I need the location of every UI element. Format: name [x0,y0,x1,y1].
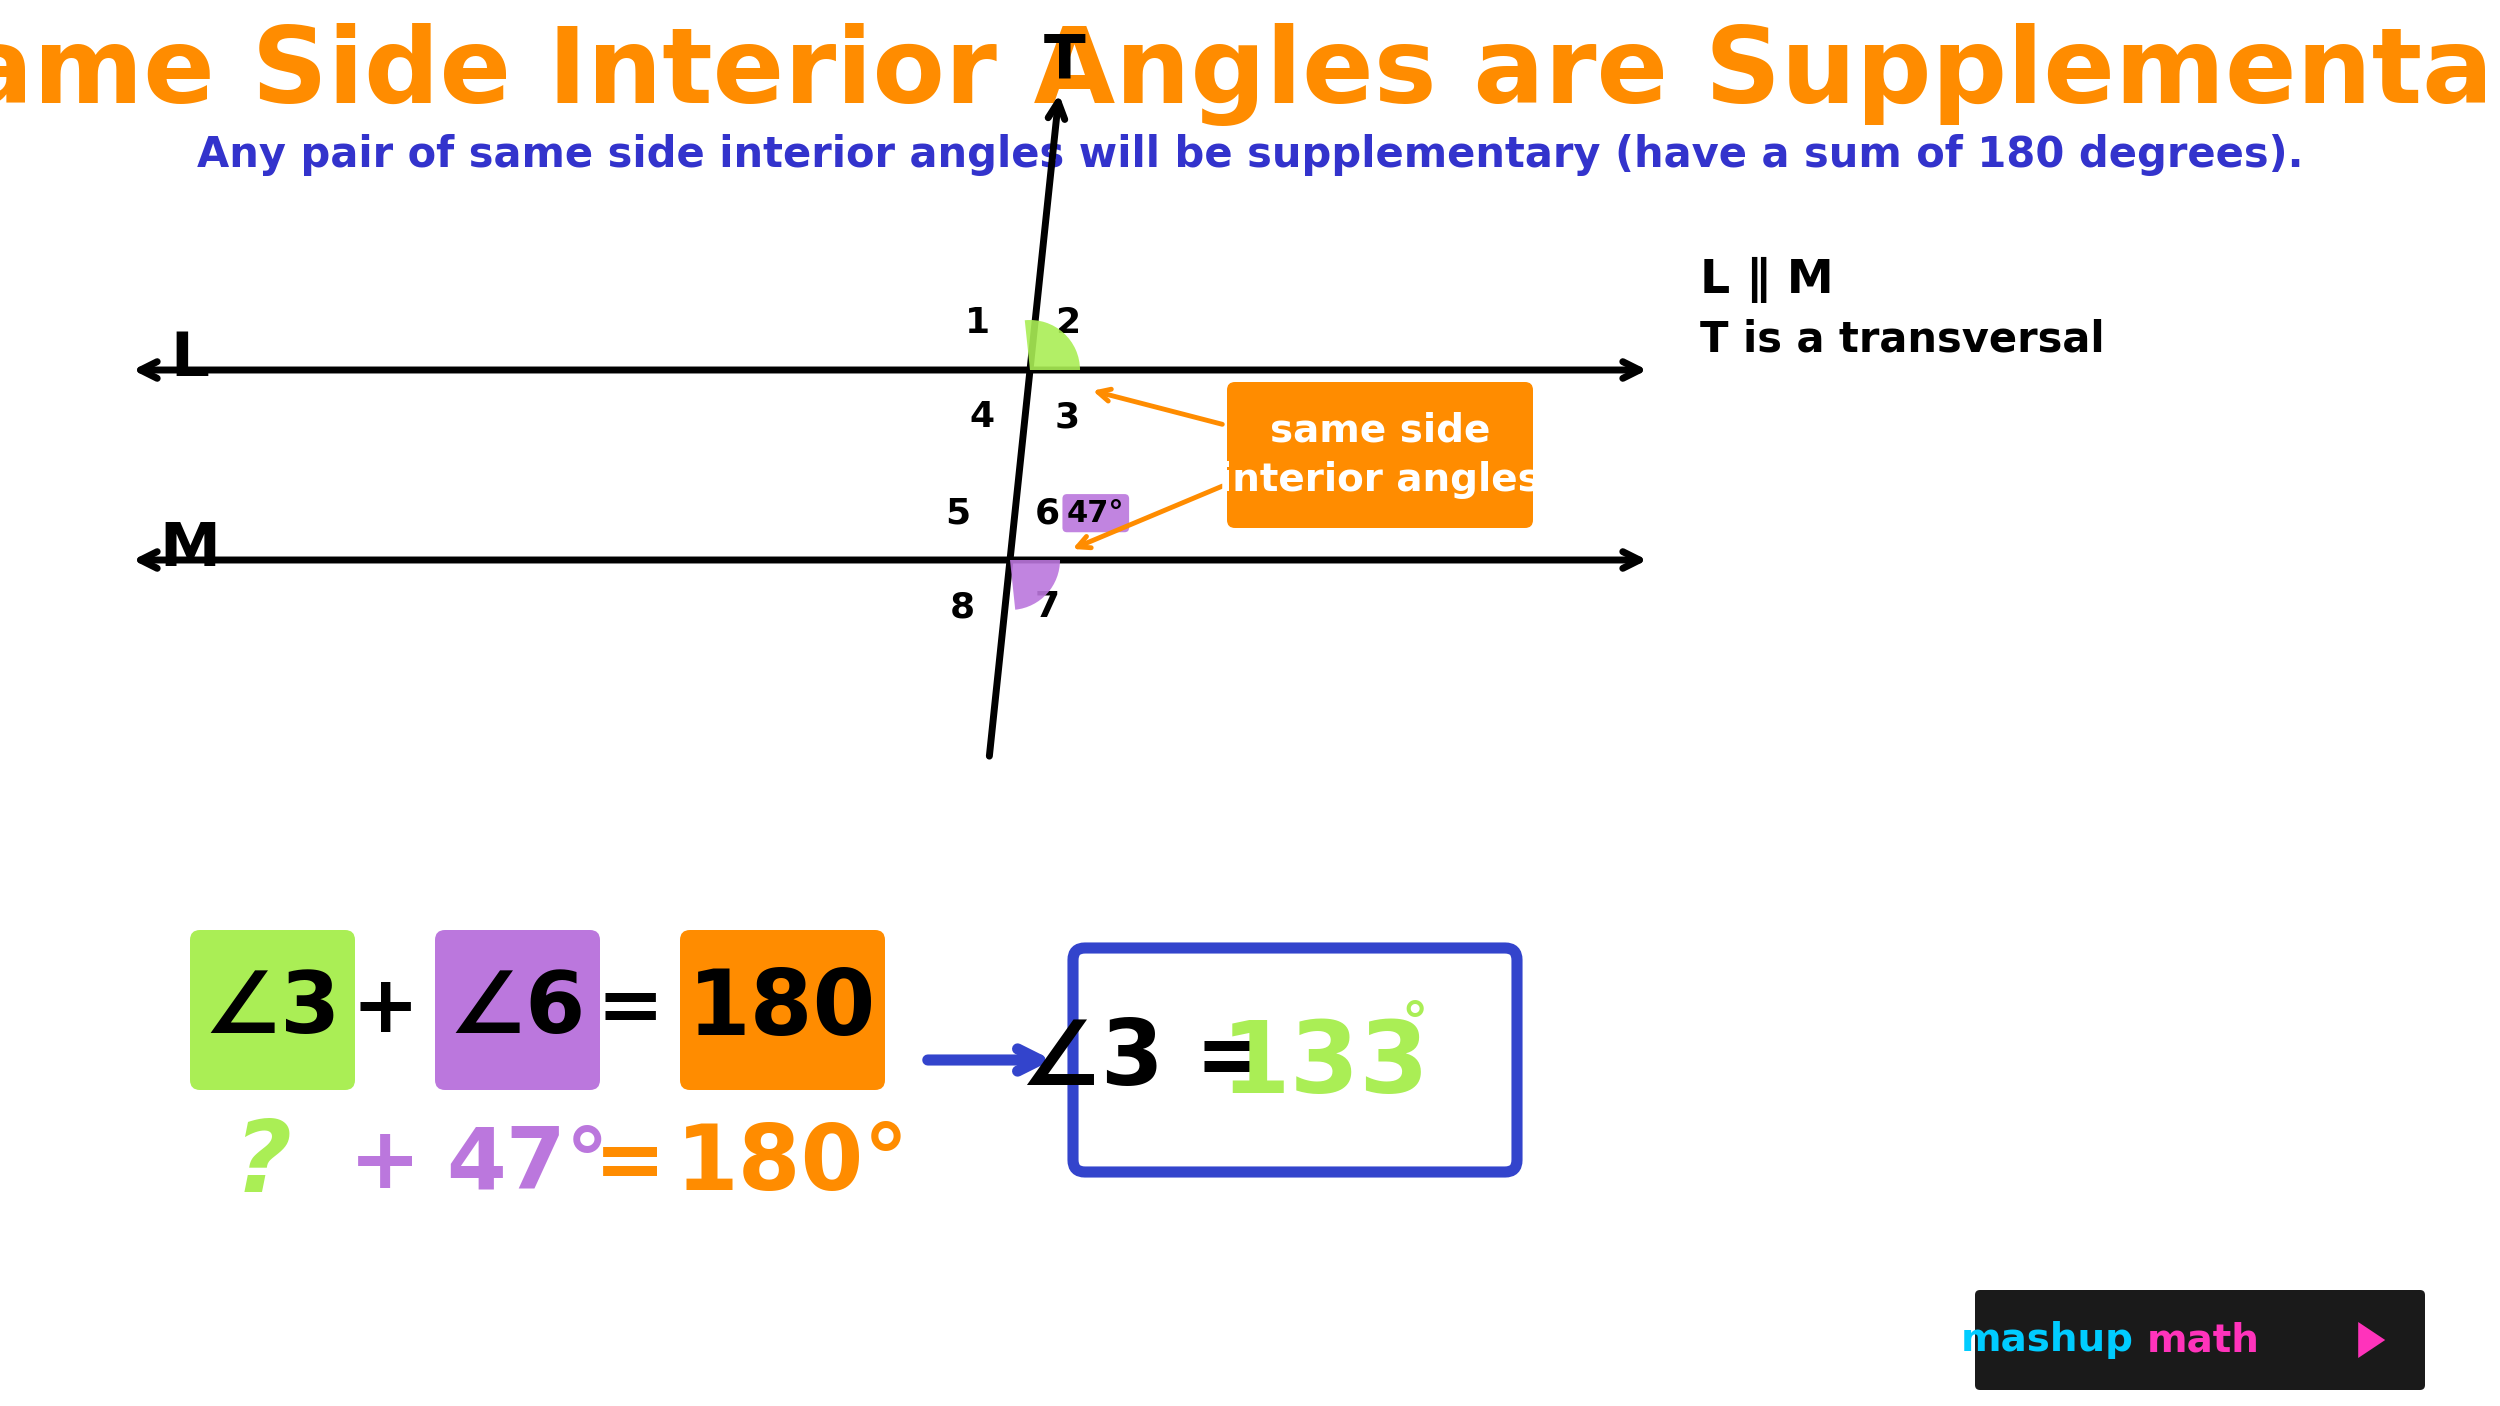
Text: mashup: mashup [1960,1322,2135,1360]
Text: 1: 1 [965,307,990,340]
Text: =: = [595,1123,665,1206]
Text: 2: 2 [1055,307,1080,340]
Text: +: + [352,972,418,1049]
FancyBboxPatch shape [680,929,885,1090]
Text: M: M [160,520,220,579]
FancyBboxPatch shape [1975,1289,2425,1391]
Text: ∠3: ∠3 [205,969,340,1052]
Text: 180°: 180° [675,1121,910,1209]
Text: ?: ? [232,1116,292,1213]
Text: +: + [350,1123,420,1206]
Text: 8: 8 [950,591,975,624]
Text: ∠3 =: ∠3 = [1020,1017,1270,1104]
Text: L ∥ M: L ∥ M [1700,257,1835,304]
Text: math: math [2148,1322,2260,1360]
Text: 7: 7 [1035,591,1060,624]
Text: Any pair of same side interior angles will be supplementary (have a sum of 180 d: Any pair of same side interior angles wi… [198,134,2302,176]
Text: =: = [598,972,662,1049]
Text: T is a transversal: T is a transversal [1700,319,2105,361]
Polygon shape [2358,1322,2385,1358]
Text: Same Side Interior Angles are Supplementary: Same Side Interior Angles are Supplement… [0,24,2500,127]
FancyBboxPatch shape [1228,382,1532,529]
Text: 4: 4 [970,399,995,434]
Text: 6: 6 [1035,496,1060,530]
Wedge shape [1010,560,1060,610]
Text: °: ° [1403,1000,1428,1052]
Text: 133: 133 [1220,1017,1430,1114]
FancyBboxPatch shape [1072,948,1518,1173]
Wedge shape [1025,321,1080,370]
Text: same side: same side [1270,411,1490,449]
Text: ∠6: ∠6 [450,969,585,1052]
FancyBboxPatch shape [435,929,600,1090]
FancyBboxPatch shape [190,929,355,1090]
Text: 47°: 47° [1068,499,1125,527]
Text: 180: 180 [688,966,877,1054]
Text: T: T [1042,32,1085,91]
Text: L: L [170,330,210,389]
Text: 47°: 47° [445,1123,610,1206]
Text: 5: 5 [945,496,970,530]
Text: 3: 3 [1055,399,1080,434]
Text: interior angles: interior angles [1220,461,1540,499]
